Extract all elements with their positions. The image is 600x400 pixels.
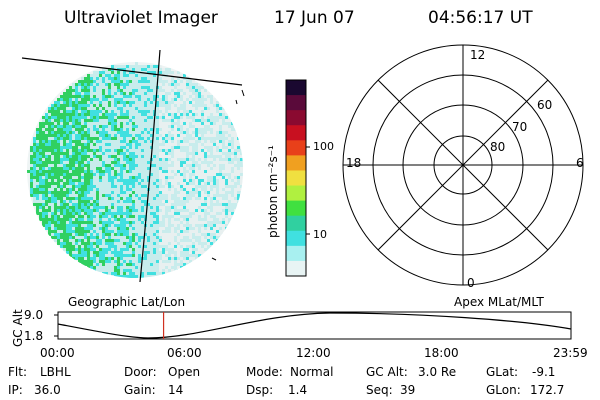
colorbar-cell bbox=[286, 125, 306, 141]
colorbar-unit-label: photon cm⁻²s⁻¹ bbox=[266, 145, 280, 238]
polar-title: Apex MLat/MLT bbox=[454, 295, 544, 309]
polar-plot bbox=[342, 44, 584, 286]
timeline-xtick-0: 00:00 bbox=[40, 346, 75, 360]
polar-lat-80: 80 bbox=[490, 140, 506, 154]
altitude-curve bbox=[57, 312, 572, 339]
status-gain-value: 14 bbox=[168, 383, 184, 397]
meridian-line bbox=[139, 49, 161, 283]
timeline-xtick-2: 12:00 bbox=[296, 346, 331, 360]
colorbar-cell bbox=[286, 80, 306, 96]
limb-line-top bbox=[21, 57, 243, 86]
timeline-frame bbox=[57, 311, 572, 340]
instrument-title: Ultraviolet Imager bbox=[64, 8, 218, 28]
uv-image-disk bbox=[21, 49, 245, 283]
colorbar-label-100: 100 bbox=[313, 140, 334, 153]
disk-pixels bbox=[27, 62, 243, 278]
status-door-value: Open bbox=[168, 365, 201, 379]
orbit-timeline bbox=[54, 311, 572, 340]
polar-label-12: 12 bbox=[470, 48, 486, 62]
polar-diagonal-2 bbox=[377, 79, 549, 251]
colorbar-cell bbox=[286, 230, 306, 247]
status-mode-label: Mode: bbox=[246, 365, 283, 379]
coastline-fragment bbox=[235, 89, 245, 105]
colorbar-cell bbox=[286, 200, 306, 217]
timeline-xtick-1: 06:00 bbox=[167, 346, 202, 360]
status-glon-value: 172.7 bbox=[530, 383, 565, 397]
status-glat-value: -9.1 bbox=[532, 365, 556, 379]
colorbar-cell bbox=[286, 215, 306, 232]
colorbar-cell bbox=[286, 170, 306, 187]
date-label: 17 Jun 07 bbox=[274, 8, 355, 28]
status-ip-label: IP: bbox=[8, 383, 23, 397]
status-glat-label: GLat: bbox=[486, 365, 519, 379]
coastline-fragment-2 bbox=[211, 257, 217, 261]
status-dsp-value: 1.4 bbox=[288, 383, 308, 397]
timeline-xtick-4: 23:59 bbox=[553, 346, 588, 360]
status-flt-value: LBHL bbox=[40, 365, 71, 379]
timeline-ytick-bottom: 1.8 bbox=[24, 329, 44, 343]
polar-lat-70: 70 bbox=[512, 120, 528, 134]
status-door-label: Door: bbox=[124, 365, 157, 379]
polar-lat-60: 60 bbox=[537, 98, 553, 112]
timeline-xtick-3: 18:00 bbox=[424, 346, 459, 360]
status-mode-value: Normal bbox=[290, 365, 334, 379]
colorbar-cell bbox=[286, 140, 306, 156]
polar-label-6: 6 bbox=[576, 156, 584, 170]
timeline-ytick-top: 9.0 bbox=[24, 308, 44, 322]
colorbar-cell bbox=[286, 95, 306, 111]
colorbar-cell bbox=[286, 185, 306, 202]
disk-title: Geographic Lat/Lon bbox=[68, 295, 186, 309]
polar-label-0: 0 bbox=[467, 276, 475, 290]
polar-label-18: 18 bbox=[346, 156, 362, 170]
color-scale-bar bbox=[285, 79, 310, 277]
status-gcalt-value: 3.0 Re bbox=[418, 365, 457, 379]
colorbar-cell bbox=[286, 110, 306, 126]
status-ip-value: 36.0 bbox=[34, 383, 61, 397]
status-gcalt-label: GC Alt: bbox=[366, 365, 408, 379]
colorbar-cell bbox=[286, 155, 306, 171]
colorbar-cell bbox=[286, 260, 306, 277]
status-seq-value: 39 bbox=[400, 383, 416, 397]
colorbar-label-10: 10 bbox=[313, 228, 327, 241]
status-glon-label: GLon: bbox=[486, 383, 521, 397]
status-flt-label: Flt: bbox=[8, 365, 27, 379]
time-label: 04:56:17 UT bbox=[428, 8, 533, 28]
status-gain-label: Gain: bbox=[124, 383, 156, 397]
status-seq-label: Seq: bbox=[366, 383, 393, 397]
colorbar-cell bbox=[286, 245, 306, 262]
timeline-ylabel: GC Alt bbox=[11, 309, 25, 347]
status-dsp-label: Dsp: bbox=[246, 383, 274, 397]
